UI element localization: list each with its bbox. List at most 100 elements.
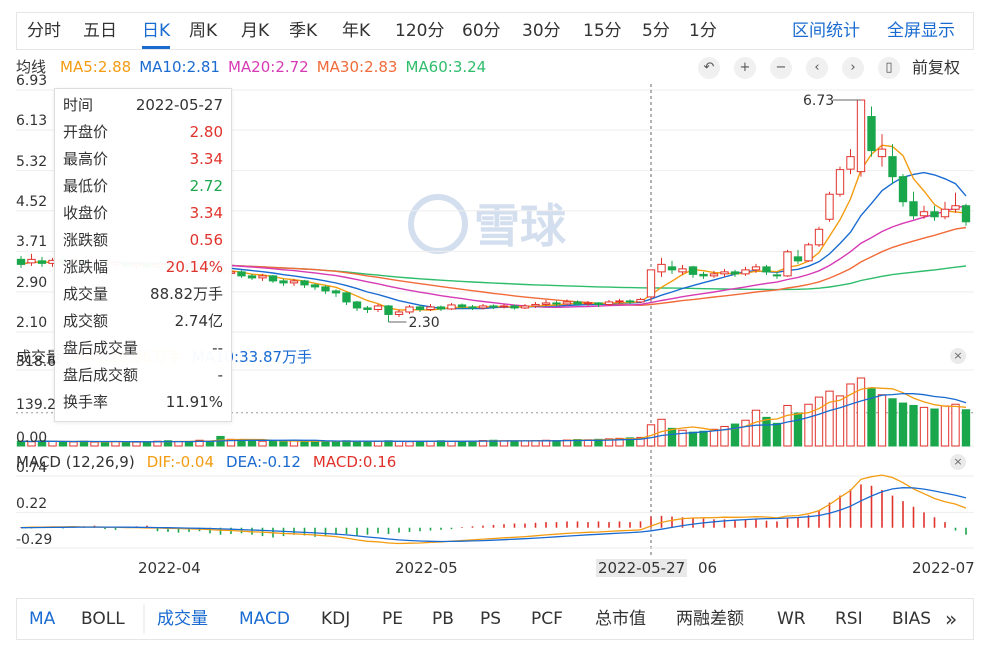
tooltip-row-7: 成交量 88.82万手 bbox=[63, 281, 223, 307]
candle-body-38 bbox=[415, 306, 425, 310]
left-icon[interactable]: ‹ bbox=[806, 57, 828, 79]
candle-body-41 bbox=[447, 304, 456, 310]
candle-42 bbox=[457, 303, 467, 310]
candle-60 bbox=[646, 269, 656, 301]
watermark-logo bbox=[408, 194, 468, 254]
indicator-tab-9[interactable]: 总市值 bbox=[595, 609, 646, 629]
tooltip-value-9: -- bbox=[212, 339, 223, 357]
volume-bar-65 bbox=[699, 430, 708, 447]
period-tab-11[interactable]: 5分 bbox=[642, 21, 670, 41]
tooltip-key-9: 盘后成交量 bbox=[63, 339, 139, 357]
macd-tick-2: -0.29 bbox=[16, 532, 53, 548]
indicator-tab-3[interactable]: MACD bbox=[239, 609, 290, 629]
period-tab-0[interactable]: 分时 bbox=[27, 21, 61, 41]
x-label-1: 2022-05 bbox=[395, 559, 458, 577]
candle-31 bbox=[342, 291, 351, 305]
indicator-tab-11[interactable]: WR bbox=[777, 609, 806, 629]
candle-40 bbox=[436, 305, 446, 311]
period-tab-5[interactable]: 季K bbox=[289, 21, 318, 41]
ma-legend: 均线 MA5:2.88 MA10:2.81 MA20:2.72 MA30:2.83 MA6… bbox=[16, 56, 494, 77]
candle-78 bbox=[835, 166, 845, 197]
period-tab-7[interactable]: 120分 bbox=[395, 21, 445, 41]
plus-icon[interactable]: + bbox=[734, 57, 756, 79]
period-tab-9[interactable]: 30分 bbox=[522, 21, 561, 41]
volume-bar-82 bbox=[877, 394, 887, 447]
candle-body-70 bbox=[751, 266, 761, 271]
tooltip-key-10: 盘后成交额 bbox=[63, 366, 139, 384]
volume-bar-85 bbox=[909, 404, 918, 447]
undo-icon[interactable]: ↶ bbox=[698, 57, 720, 79]
volume-bar-5 bbox=[69, 441, 78, 447]
ma-legend-item-2: MA20:2.72 bbox=[227, 58, 309, 76]
candle-body-33 bbox=[363, 307, 372, 310]
indicator-tab-0[interactable]: MA bbox=[29, 609, 56, 629]
indicator-more-icon[interactable]: » bbox=[945, 607, 958, 631]
volume-bar-24 bbox=[268, 440, 278, 447]
indicator-tab-4[interactable]: KDJ bbox=[321, 609, 351, 629]
ma-legend-item-3: MA30:2.83 bbox=[316, 58, 398, 76]
volume-tick-2: 0.00 bbox=[16, 430, 48, 446]
indicator-tab-5[interactable]: PE bbox=[382, 609, 403, 629]
period-tab-8[interactable]: 60分 bbox=[462, 21, 501, 41]
ma-legend-title: 均线 bbox=[16, 58, 47, 76]
vol-ma10-line bbox=[20, 392, 967, 443]
period-tab-12[interactable]: 1分 bbox=[689, 21, 717, 41]
minus-icon[interactable]: − bbox=[770, 57, 792, 79]
volume-bar-32 bbox=[352, 440, 362, 447]
volume-bar-42 bbox=[457, 440, 467, 447]
candle-1 bbox=[27, 253, 36, 266]
indicator-tab-7[interactable]: PS bbox=[480, 609, 502, 629]
indicator-tab-13[interactable]: BIAS bbox=[892, 609, 932, 629]
candle-47 bbox=[510, 304, 519, 310]
candle-body-59 bbox=[636, 298, 645, 303]
indicator-tab-1[interactable]: BOLL bbox=[81, 609, 125, 629]
period-tab-1[interactable]: 五日 bbox=[83, 21, 117, 41]
tooltip-value-7: 88.82万手 bbox=[150, 285, 223, 303]
chart-controls: ↶ + − ‹ › ▯ 前复权 bbox=[698, 57, 968, 81]
volume-close-icon[interactable]: × bbox=[950, 348, 966, 364]
macd-legend-item-3: MACD:0.16 bbox=[312, 453, 397, 471]
indicator-tab-2[interactable]: 成交量 bbox=[157, 609, 208, 629]
indicator-tab-8[interactable]: PCF bbox=[531, 609, 563, 629]
candle-body-30 bbox=[331, 290, 341, 294]
fullscreen-link[interactable]: 全屏显示 bbox=[887, 21, 955, 41]
low-annotation: 2.30 bbox=[409, 315, 440, 331]
period-tab-2[interactable]: 日K bbox=[142, 13, 171, 49]
candle-27 bbox=[300, 279, 309, 288]
candle-body-37 bbox=[405, 306, 414, 313]
indicator-tab-6[interactable]: PB bbox=[432, 609, 454, 629]
range-stats-link[interactable]: 区间统计 bbox=[792, 21, 860, 41]
volume-bar-23 bbox=[258, 440, 267, 447]
tooltip-key-7: 成交量 bbox=[63, 285, 109, 303]
adjust-mode-button[interactable]: 前复权 bbox=[912, 58, 961, 77]
price-tick-5: 2.90 bbox=[16, 274, 48, 291]
candle-body-22 bbox=[247, 275, 257, 279]
indicator-tab-12[interactable]: RSI bbox=[835, 609, 863, 629]
tooltip-row-9: 盘后成交量 -- bbox=[63, 335, 223, 361]
tooltip-row-5: 涨跌额 0.56 bbox=[63, 227, 223, 253]
candle-56 bbox=[604, 299, 614, 306]
volume-bar-63 bbox=[678, 429, 687, 447]
tooltip-row-0: 时间 2022-05-27 bbox=[63, 92, 223, 118]
period-tab-6[interactable]: 年K bbox=[342, 21, 371, 41]
period-tab-10[interactable]: 15分 bbox=[583, 21, 622, 41]
candle-body-25 bbox=[279, 280, 288, 284]
candle-49 bbox=[531, 301, 540, 308]
macd-close-icon[interactable]: × bbox=[950, 454, 966, 470]
candle-body-26 bbox=[289, 280, 299, 284]
tooltip-key-4: 收盘价 bbox=[63, 204, 109, 222]
candle-body-46 bbox=[499, 305, 509, 308]
candle-body-72 bbox=[772, 274, 782, 277]
indicator-tab-10[interactable]: 两融差额 bbox=[676, 609, 744, 629]
period-tab-3[interactable]: 周K bbox=[189, 21, 218, 41]
volume-bar-68 bbox=[730, 423, 740, 447]
candle-body-54 bbox=[583, 302, 593, 305]
candle-icon[interactable]: ▯ bbox=[878, 57, 900, 79]
volume-bar-11 bbox=[132, 441, 141, 447]
candle-body-84 bbox=[898, 176, 908, 203]
candle-51 bbox=[552, 300, 561, 306]
volume-bar-83 bbox=[888, 398, 897, 447]
right-icon[interactable]: › bbox=[842, 57, 864, 79]
period-tab-4[interactable]: 月K bbox=[241, 21, 270, 41]
